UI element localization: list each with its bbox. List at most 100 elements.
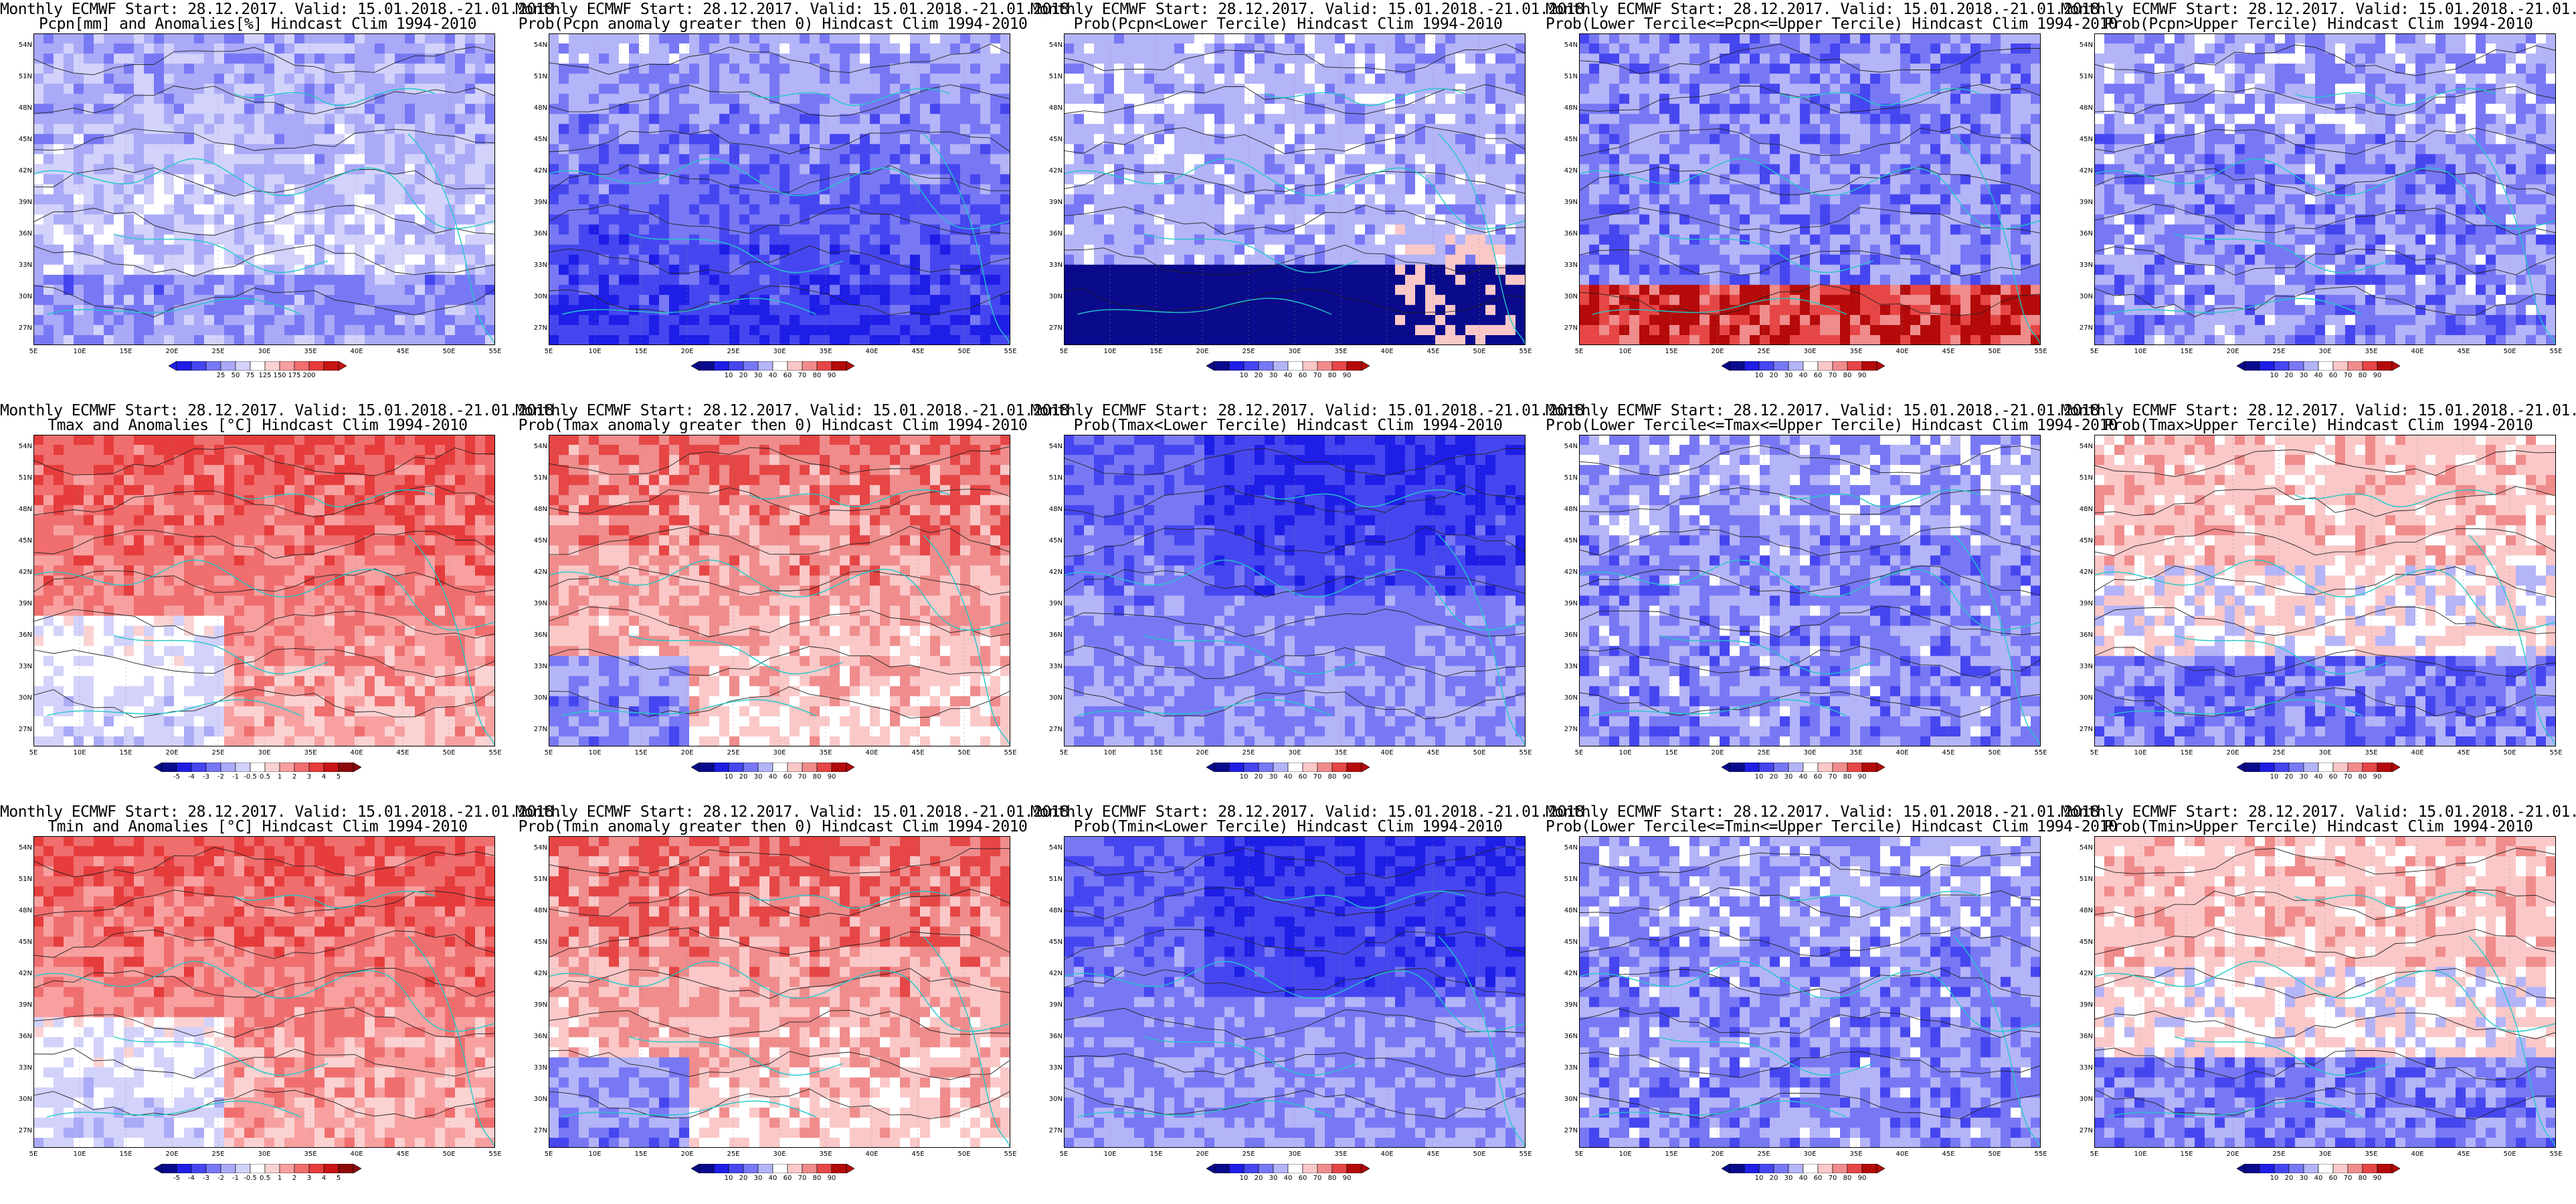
field-cell xyxy=(779,54,790,64)
field-cell xyxy=(104,54,114,64)
field-cell xyxy=(1365,164,1376,175)
field-cell xyxy=(425,244,436,256)
field-cell xyxy=(174,94,185,104)
field-cell xyxy=(1465,254,1476,266)
field-cell xyxy=(43,124,54,134)
field-cell xyxy=(1445,134,1456,144)
field-cell xyxy=(699,94,710,104)
field-cell xyxy=(294,144,305,155)
field-cell xyxy=(1445,164,1456,175)
field-cell xyxy=(1465,294,1476,306)
field-cell xyxy=(649,104,660,114)
field-cell xyxy=(910,244,921,256)
field-cell xyxy=(659,224,670,235)
field-cell xyxy=(1445,254,1456,266)
field-cell xyxy=(820,264,830,276)
field-cell xyxy=(759,264,770,276)
field-cell xyxy=(890,33,901,44)
field-cell xyxy=(184,114,195,124)
field-cell xyxy=(1124,244,1135,256)
field-cell xyxy=(1495,114,1506,124)
field-cell xyxy=(1649,64,1660,74)
field-cell xyxy=(830,214,840,225)
lat-label: 48N xyxy=(13,104,32,112)
field-cell xyxy=(1064,144,1075,155)
field-cell xyxy=(699,114,710,124)
field-cell xyxy=(1455,234,1466,245)
field-cell xyxy=(355,144,365,155)
field-cell xyxy=(920,234,931,245)
field-cell xyxy=(1315,335,1325,345)
field-cell xyxy=(569,264,579,276)
field-cell xyxy=(1720,64,1730,74)
field-cell xyxy=(1770,134,1780,144)
field-cell xyxy=(1770,33,1780,44)
field-cell xyxy=(1689,124,1700,134)
field-cell xyxy=(890,284,901,296)
field-cell xyxy=(1275,184,1285,195)
field-cell xyxy=(1455,74,1466,84)
field-cell xyxy=(314,244,325,256)
field-cell xyxy=(950,43,961,54)
field-cell xyxy=(224,64,235,74)
field-cell xyxy=(485,274,495,286)
field-cell xyxy=(820,134,830,144)
field-cell xyxy=(314,154,325,165)
field-cell xyxy=(1375,224,1386,235)
field-cell xyxy=(1800,54,1811,64)
field-cell xyxy=(244,134,255,144)
field-cell xyxy=(2001,124,2011,134)
field-cell xyxy=(395,144,405,155)
field-cell xyxy=(990,74,1001,84)
field-cell xyxy=(1094,204,1105,215)
field-cell xyxy=(1094,244,1105,256)
field-cell xyxy=(1930,54,1941,64)
field-cell xyxy=(395,54,405,64)
lon-label: 5E xyxy=(22,348,45,355)
field-cell xyxy=(314,64,325,74)
field-cell xyxy=(1074,274,1085,286)
field-cell xyxy=(930,234,941,245)
field-cell xyxy=(33,174,44,185)
field-cell xyxy=(1144,194,1155,205)
field-cell xyxy=(1425,274,1436,286)
field-cell xyxy=(880,264,891,276)
field-cell xyxy=(124,264,134,276)
field-cell xyxy=(1000,154,1010,165)
field-cell xyxy=(1114,335,1125,345)
field-cell xyxy=(569,144,579,155)
field-cell xyxy=(174,154,185,165)
field-cell xyxy=(1335,244,1346,256)
field-cell xyxy=(325,64,335,74)
field-cell xyxy=(1465,204,1476,215)
field-cell xyxy=(619,33,630,44)
field-cell xyxy=(1164,64,1175,74)
field-cell xyxy=(365,234,375,245)
field-cell xyxy=(134,224,145,235)
field-cell xyxy=(1880,74,1891,84)
field-cell xyxy=(1699,54,1710,64)
colorbar-swatch xyxy=(816,361,832,371)
field-cell xyxy=(124,214,134,225)
field-cell xyxy=(800,84,810,94)
field-cell xyxy=(264,254,275,266)
field-cell xyxy=(860,33,870,44)
field-cell xyxy=(1144,304,1155,316)
field-cell xyxy=(920,204,931,215)
field-cell xyxy=(395,124,405,134)
field-cell xyxy=(1455,184,1466,195)
field-cell xyxy=(1114,94,1125,104)
field-cell xyxy=(1245,174,1255,185)
field-cell xyxy=(1515,174,1526,185)
field-cell xyxy=(559,234,569,245)
field-cell xyxy=(1435,33,1446,44)
field-cell xyxy=(405,204,416,215)
field-cell xyxy=(1599,64,1610,74)
field-cell xyxy=(475,33,486,44)
field-cell xyxy=(154,104,165,114)
field-cell xyxy=(1950,54,1961,64)
field-cell xyxy=(900,184,911,195)
field-cell xyxy=(1245,134,1255,144)
field-cell xyxy=(335,94,345,104)
field-cell xyxy=(920,74,931,84)
